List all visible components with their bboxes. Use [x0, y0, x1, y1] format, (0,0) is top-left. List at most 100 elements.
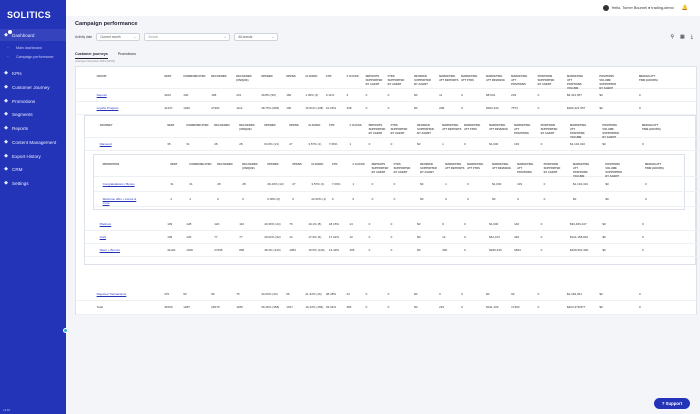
sidebar-item-customer-journey[interactable]: ◆ Customer Journey: [0, 81, 66, 93]
bell-icon[interactable]: 🔔: [681, 5, 688, 11]
table-cell[interactable]: Gold: [99, 234, 106, 239]
table-cell: 0: [543, 196, 546, 201]
table-cell: 40.36% (44): [264, 221, 281, 226]
table-cell: $0: [414, 105, 418, 110]
grid-icon[interactable]: ▦: [680, 34, 685, 40]
column-header: DELIVERED (UNIQUE): [236, 75, 252, 82]
download-icon[interactable]: ⤓: [690, 34, 693, 40]
column-header: REVENUE SUPPORTED BY AGENT: [414, 75, 431, 86]
table-cell: 0: [461, 92, 463, 97]
column-header: MARKETING ATT POSITIONS: [517, 163, 534, 174]
table-cell[interactable]: Deposit: [96, 92, 107, 97]
activity-date-select[interactable]: Current month ⌄: [96, 33, 141, 41]
sidebar-item-label: Export History: [12, 153, 41, 159]
column-header: # CLICKS: [349, 124, 362, 127]
table-cell: 0: [464, 221, 466, 226]
table-cell[interactable]: Platinum: [99, 221, 112, 226]
sidebar-item-settings[interactable]: ◆ Settings: [0, 177, 66, 189]
table-cell: $0: [492, 196, 496, 201]
table-cell: 0: [467, 181, 469, 186]
sidebar-item-label: Segments: [12, 111, 33, 117]
brand-logo[interactable]: SOLITICS: [7, 7, 51, 34]
table-row[interactable]: Diamond 35 31 28 28 64.6% (13) 27 3.57% (1) 7.69…: [85, 138, 700, 151]
column-header: MEDIAN ATT TIME (HOURS): [639, 75, 658, 82]
table-cell[interactable]: Silver + Bronze: [99, 247, 121, 252]
user-menu[interactable]: Hello, Tomer Bournel ● trading-demo: [602, 5, 674, 11]
table-cell: 0: [639, 305, 641, 309]
avatar: [602, 5, 609, 11]
table-cell: 1017: [286, 305, 293, 309]
floating-handle[interactable]: [63, 328, 68, 333]
table-cell: $0: [599, 305, 603, 309]
table-cell: $302,442: [486, 105, 499, 110]
performance-table: GROUP SENT COMMUNICATED DELIVERED DELIVERED …: [75, 66, 700, 315]
table-cell: 0: [540, 221, 543, 226]
column-header: FTDS SUPPORTED BY AGENT: [390, 124, 408, 135]
table-cell: 40.62% (32): [264, 234, 281, 239]
sidebar-item-kpis[interactable]: ◆ KPIs: [0, 67, 66, 79]
table-cell: 10.26%: [325, 105, 337, 110]
table-row[interactable]: Gold 139 130 77 77 40.62% (32) 14 17.9% (6) 17.0…: [85, 231, 700, 244]
column-header: MARKETING ATT DEPOSITS: [442, 124, 462, 131]
sidebar-item-export-history[interactable]: ◆ Export History: [0, 150, 66, 162]
table-cell: 0: [365, 305, 368, 309]
table-row[interactable]: Deposit 3100 100 168 231 40.8% (95) 160 1.30% (…: [76, 89, 698, 102]
column-header: CLICKED: [311, 163, 324, 166]
table-row[interactable]: Total 35150 1287 28179 1186 39.46% (468) 1017 1…: [76, 301, 698, 315]
table-cell: 0: [461, 305, 463, 309]
tab-customer-journeys[interactable]: Customer journeys: [75, 52, 108, 59]
column-header: SENT: [164, 75, 172, 78]
table-cell: 21.33% (16): [305, 291, 322, 296]
table-row[interactable]: Platinum 139 128 120 110 40.36% (44) 76 19.1% (…: [85, 218, 700, 231]
table-cell[interactable]: Rejected Transactions: [96, 291, 127, 296]
table-cell: 438: [346, 105, 352, 110]
table-cell[interactable]: Diamond: [99, 141, 112, 146]
table-header-row: PROMOTION SENT COMMUNICATED DELIVERED DELIVE…: [94, 155, 700, 178]
column-header: MARKETING ATT REVENUE: [486, 75, 505, 82]
table-cell: 1020: [183, 105, 190, 110]
column-header: MARKETING ATT REVENUE: [489, 124, 508, 131]
table-cell: 0: [390, 234, 393, 239]
table-cell: 110: [239, 221, 245, 226]
column-header: DEPOSITS SUPPORTED BY AGENT: [368, 124, 386, 135]
table-cell: $0: [602, 247, 606, 252]
sidebar-item-reports[interactable]: ◆ Reports: [0, 122, 66, 134]
table-row[interactable]: Silver + Bronze 31120 1000 27636 896 48.4% (4…: [85, 244, 700, 257]
sidebar-item-promotions[interactable]: ◆ Promotions: [0, 95, 66, 107]
sidebar-item-segments[interactable]: ◆ Segments: [0, 108, 66, 120]
activity-date-label: Activity date: [75, 35, 93, 39]
table-cell: 0: [368, 234, 371, 239]
table-row[interactable]: Rejected Transactions 370 96 89 75 44.00% (33…: [76, 288, 698, 301]
table-cell: 0: [445, 196, 447, 201]
table-cell: 0: [371, 181, 374, 186]
table-row[interactable]: Congratulations / Bonus 31 31 28 28 46.43% (1…: [94, 177, 700, 192]
table-header-row: JOURNEY SENT COMMUNICATED DELIVERED DELIVERE…: [85, 116, 700, 139]
table-cell[interactable]: Congratulations / Bonus: [102, 181, 135, 186]
table-cell: 1: [442, 141, 444, 146]
table-cell: 3.57% (1): [311, 181, 325, 186]
table-cell: $0: [602, 221, 606, 226]
table-cell[interactable]: Loyalty Program: [96, 105, 119, 110]
sidebar-item-campaign-performance[interactable]: · Campaign performance: [0, 51, 66, 63]
table-cell: 89: [211, 291, 215, 296]
sidebar-item-dashboard[interactable]: ◆ Dashboard: [0, 29, 66, 41]
support-button[interactable]: ? Support: [654, 398, 690, 409]
sidebar-item-crm[interactable]: ◆ CRM: [0, 163, 66, 175]
table-cell: $0: [414, 305, 418, 309]
table-cell[interactable]: Welcome offer + bonus & more: [102, 196, 137, 205]
table-cell: 16.43% (156): [305, 305, 324, 309]
table-cell: 0: [365, 291, 368, 296]
filter-icon[interactable]: ⚲: [670, 34, 675, 40]
table-row[interactable]: Welcome offer + bonus & more 4 4 0 0 0.00% (0…: [94, 192, 700, 207]
table-cell: 0: [537, 291, 540, 296]
table-cell: $0: [417, 234, 421, 239]
sidebar-item-main-dashboard[interactable]: · Main dashboard: [0, 42, 66, 54]
search-input[interactable]: Search ⌕: [144, 33, 231, 41]
brand-select[interactable]: All brands ⌄: [234, 33, 279, 41]
table-cell: 193: [517, 181, 523, 186]
sidebar-item-content-management[interactable]: ◆ Content Management: [0, 136, 66, 148]
table-cell: 14: [289, 234, 293, 239]
tab-promotions[interactable]: Promotions: [117, 52, 136, 56]
table-cell: $1,000: [489, 141, 499, 146]
table-row[interactable]: Loyalty Program 31437 1020 27902 1112 48.75% …: [76, 102, 698, 115]
